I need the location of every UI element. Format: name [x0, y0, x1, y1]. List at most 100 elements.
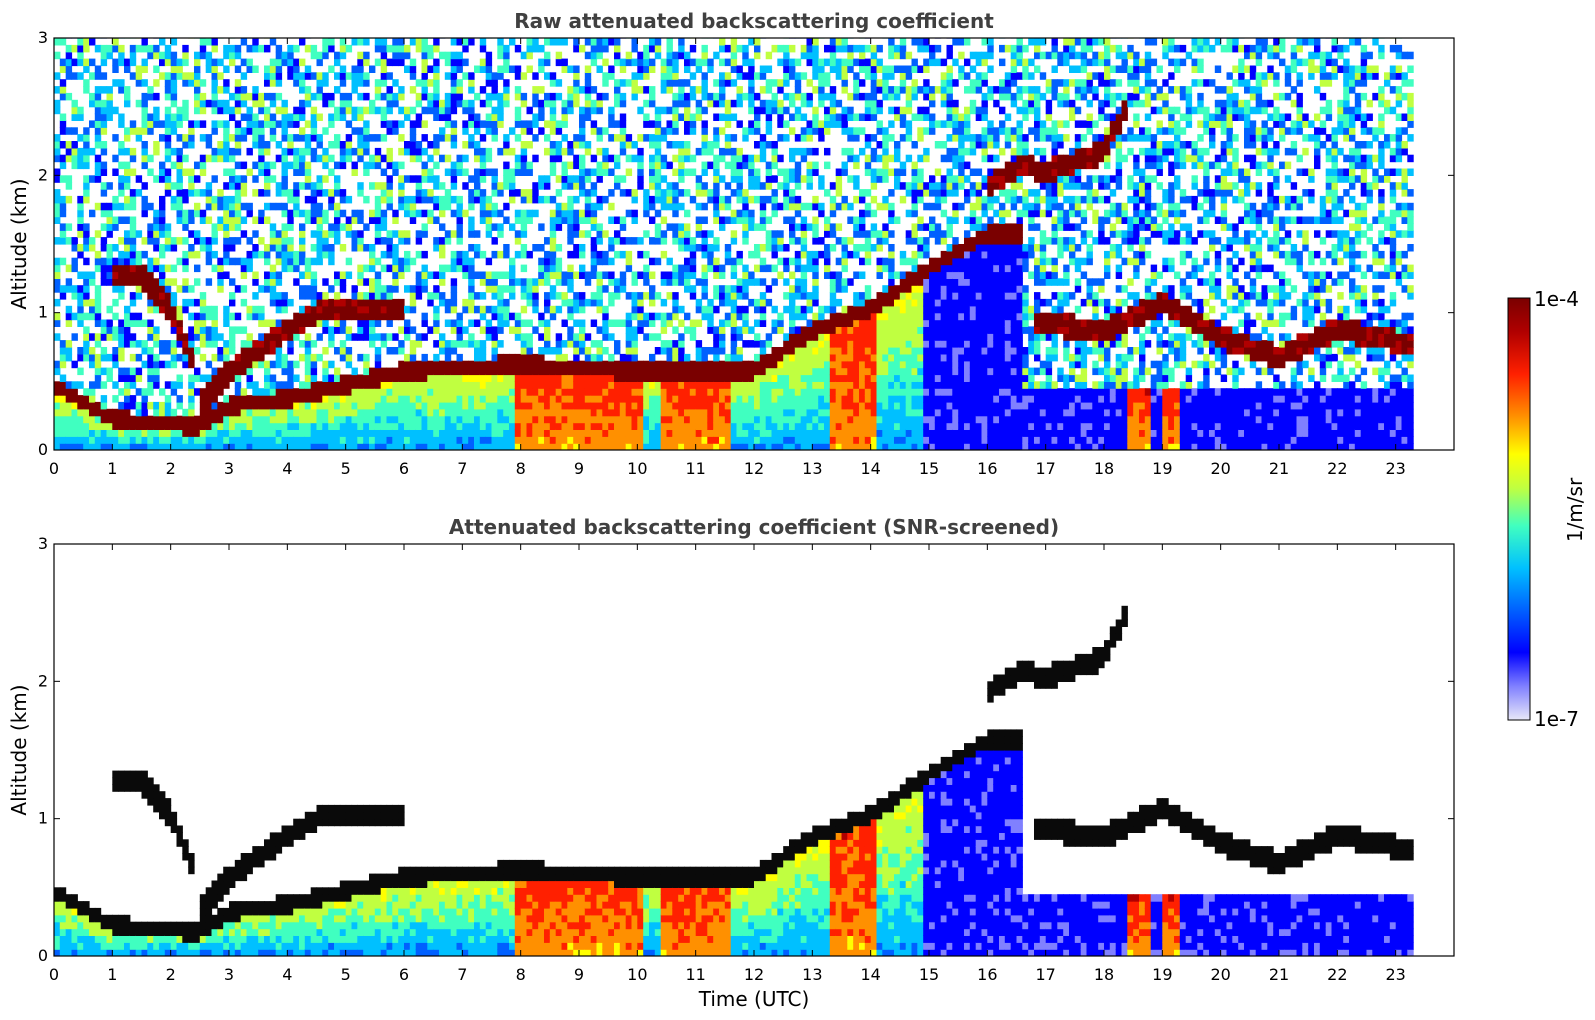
heatmap-cell [258, 415, 265, 424]
heatmap-cell [579, 415, 586, 424]
heatmap-cell [485, 202, 493, 211]
heatmap-cell [100, 113, 108, 121]
heatmap-cell [100, 189, 108, 197]
heatmap-cell [357, 38, 364, 46]
heatmap-cell [211, 38, 218, 46]
heatmap-cell [561, 340, 568, 348]
heatmap-cell [619, 237, 627, 245]
heatmap-cell [421, 223, 428, 231]
heatmap-cell [386, 106, 393, 115]
heatmap-cell [89, 72, 96, 80]
heatmap-cell [544, 429, 551, 437]
heatmap-cell [631, 38, 638, 46]
heatmap-cell [608, 237, 615, 245]
heatmap-cell [392, 388, 399, 396]
heatmap-cell [579, 86, 586, 94]
heatmap-cell [479, 99, 487, 108]
heatmap-cell [637, 436, 644, 444]
heatmap-cell [339, 79, 347, 87]
heatmap-cell [538, 429, 545, 437]
heatmap-cell [316, 223, 323, 231]
heatmap-cell [287, 51, 294, 60]
heatmap-cell [491, 271, 498, 279]
heatmap-cell [479, 436, 487, 444]
heatmap-cell [369, 401, 376, 410]
heatmap-cell [643, 312, 650, 321]
heatmap-cell [194, 422, 201, 430]
heatmap-cell [83, 38, 90, 46]
heatmap-cell [479, 381, 487, 389]
heatmap-cell [77, 422, 84, 430]
heatmap-cell [77, 401, 84, 410]
heatmap-cell [532, 182, 539, 190]
heatmap-cell [596, 44, 603, 53]
heatmap-cell [264, 347, 271, 355]
heatmap-cell [777, 113, 784, 121]
heatmap-cell [223, 86, 230, 94]
heatmap-cell [59, 58, 67, 67]
heatmap-cell [129, 401, 137, 410]
heatmap-cell [269, 326, 277, 334]
heatmap-cell [223, 415, 230, 424]
heatmap-cell [182, 360, 189, 369]
heatmap-cell [217, 443, 224, 450]
heatmap-cell [71, 113, 78, 121]
heatmap-cell [532, 38, 539, 46]
heatmap-cell [450, 72, 458, 80]
heatmap-cell [229, 147, 236, 156]
heatmap-cell [363, 298, 370, 307]
heatmap-cell [141, 388, 148, 396]
heatmap-cell [579, 367, 586, 376]
heatmap-cell [707, 189, 714, 197]
heatmap-cell [608, 395, 615, 403]
heatmap-cell [129, 319, 137, 327]
heatmap-cell [730, 436, 738, 444]
heatmap-cell [240, 347, 248, 355]
heatmap-cell [643, 134, 650, 142]
heatmap-cell [695, 58, 703, 67]
heatmap-cell [754, 381, 761, 389]
heatmap-cell [141, 147, 148, 156]
heatmap-cell [509, 195, 516, 204]
heatmap-cell [135, 367, 143, 376]
heatmap-cell [567, 429, 574, 437]
heatmap-cell [287, 340, 294, 348]
heatmap-cell [748, 360, 755, 369]
heatmap-cell [439, 223, 446, 231]
heatmap-cell [736, 436, 743, 444]
heatmap-cell [223, 250, 230, 259]
heatmap-cell [264, 161, 271, 170]
heatmap-cell [789, 388, 796, 396]
heatmap-cell [287, 44, 294, 53]
heatmap-cell [649, 381, 656, 389]
heatmap-cell [754, 374, 761, 382]
heatmap-cell [392, 58, 399, 67]
heatmap-cell [719, 319, 726, 327]
heatmap-cell [404, 65, 411, 73]
heatmap-cell [275, 429, 283, 437]
heatmap-cell [100, 353, 108, 362]
heatmap-cell [106, 305, 113, 314]
heatmap-cell [100, 401, 108, 410]
heatmap-cell [398, 230, 405, 238]
heatmap-cell [514, 415, 522, 424]
heatmap-cell [736, 353, 743, 362]
heatmap-cell [351, 127, 358, 135]
heatmap-cell [258, 216, 265, 224]
heatmap-cell [415, 415, 423, 424]
heatmap-cell [141, 360, 148, 369]
heatmap-cell [748, 175, 755, 183]
heatmap-cell [660, 237, 668, 245]
heatmap-cell [479, 429, 487, 437]
heatmap-cell [468, 285, 475, 293]
heatmap-cell [602, 147, 609, 156]
heatmap-cell [689, 436, 697, 444]
heatmap-cell [299, 237, 306, 245]
heatmap-cell [392, 257, 399, 266]
heatmap-cell [339, 408, 347, 417]
heatmap-cell [159, 347, 166, 355]
heatmap-cell [654, 195, 662, 204]
heatmap-cell [789, 353, 796, 362]
heatmap-cell [106, 264, 113, 273]
